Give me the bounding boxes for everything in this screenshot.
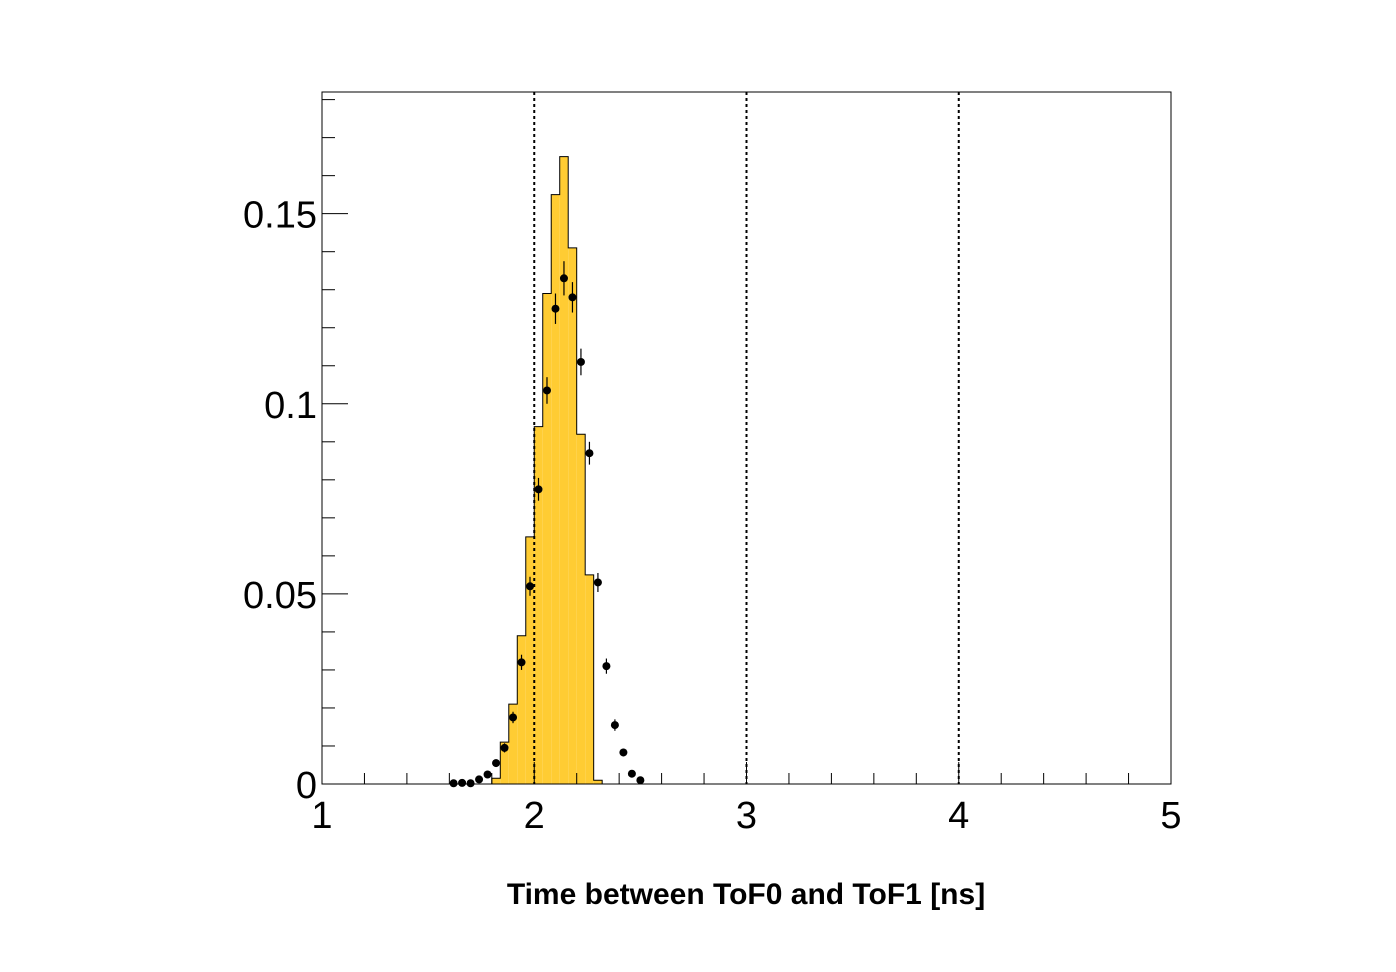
data-point	[466, 779, 475, 788]
data-point	[568, 293, 577, 302]
histogram-bar	[525, 536, 535, 784]
data-point	[627, 769, 636, 778]
x-tick-label: 5	[1160, 795, 1181, 837]
histogram-bar	[593, 780, 603, 784]
data-point	[517, 658, 526, 667]
data-point	[636, 776, 645, 785]
y-tick-label: 0.15	[243, 195, 317, 237]
histogram-bars	[491, 156, 603, 785]
histogram-bar	[559, 156, 569, 785]
data-point	[593, 578, 602, 587]
data-point	[534, 485, 543, 494]
histogram-bar	[508, 704, 518, 784]
histogram-bar	[551, 194, 560, 784]
histogram-bar	[568, 247, 577, 784]
y-tick-label: 0	[296, 765, 317, 807]
histogram-bar	[576, 434, 586, 784]
data-point	[509, 713, 518, 722]
data-point	[576, 357, 585, 366]
histogram-outline	[491, 156, 603, 784]
y-tick-label: 0.1	[264, 385, 317, 427]
data-point	[559, 274, 568, 283]
data-point	[619, 748, 628, 757]
data-point	[449, 779, 458, 788]
plot-frame	[321, 91, 1172, 785]
data-point	[500, 743, 509, 752]
data-point	[492, 759, 501, 768]
y-tick-label: 0.05	[243, 575, 317, 617]
histogram-bar	[491, 778, 501, 784]
data-points	[449, 261, 645, 788]
data-point	[602, 662, 611, 671]
data-point	[610, 721, 619, 730]
data-point	[475, 775, 484, 784]
data-point	[542, 386, 551, 395]
vertical-reference-lines	[533, 92, 960, 784]
x-tick-label: 1	[311, 795, 332, 837]
data-point	[458, 778, 467, 787]
x-tick-label: 4	[948, 795, 969, 837]
x-tick-label: 3	[736, 795, 757, 837]
histogram-bar	[517, 635, 526, 784]
histogram-bar	[542, 293, 552, 784]
histogram-bar	[500, 742, 509, 784]
data-point	[526, 582, 535, 591]
data-point	[551, 304, 560, 313]
data-point	[483, 770, 492, 779]
y-tick-labels: 0 0.05 0.1 0.15	[243, 195, 317, 807]
data-point	[585, 449, 594, 458]
x-axis-title: Time between ToF0 and ToF1 [ns]	[507, 878, 985, 911]
histogram-bar	[534, 426, 543, 784]
histogram-bar	[585, 574, 594, 784]
x-tick-label: 2	[524, 795, 545, 837]
x-tick-labels: 1 2 3 4 5	[311, 795, 1181, 837]
